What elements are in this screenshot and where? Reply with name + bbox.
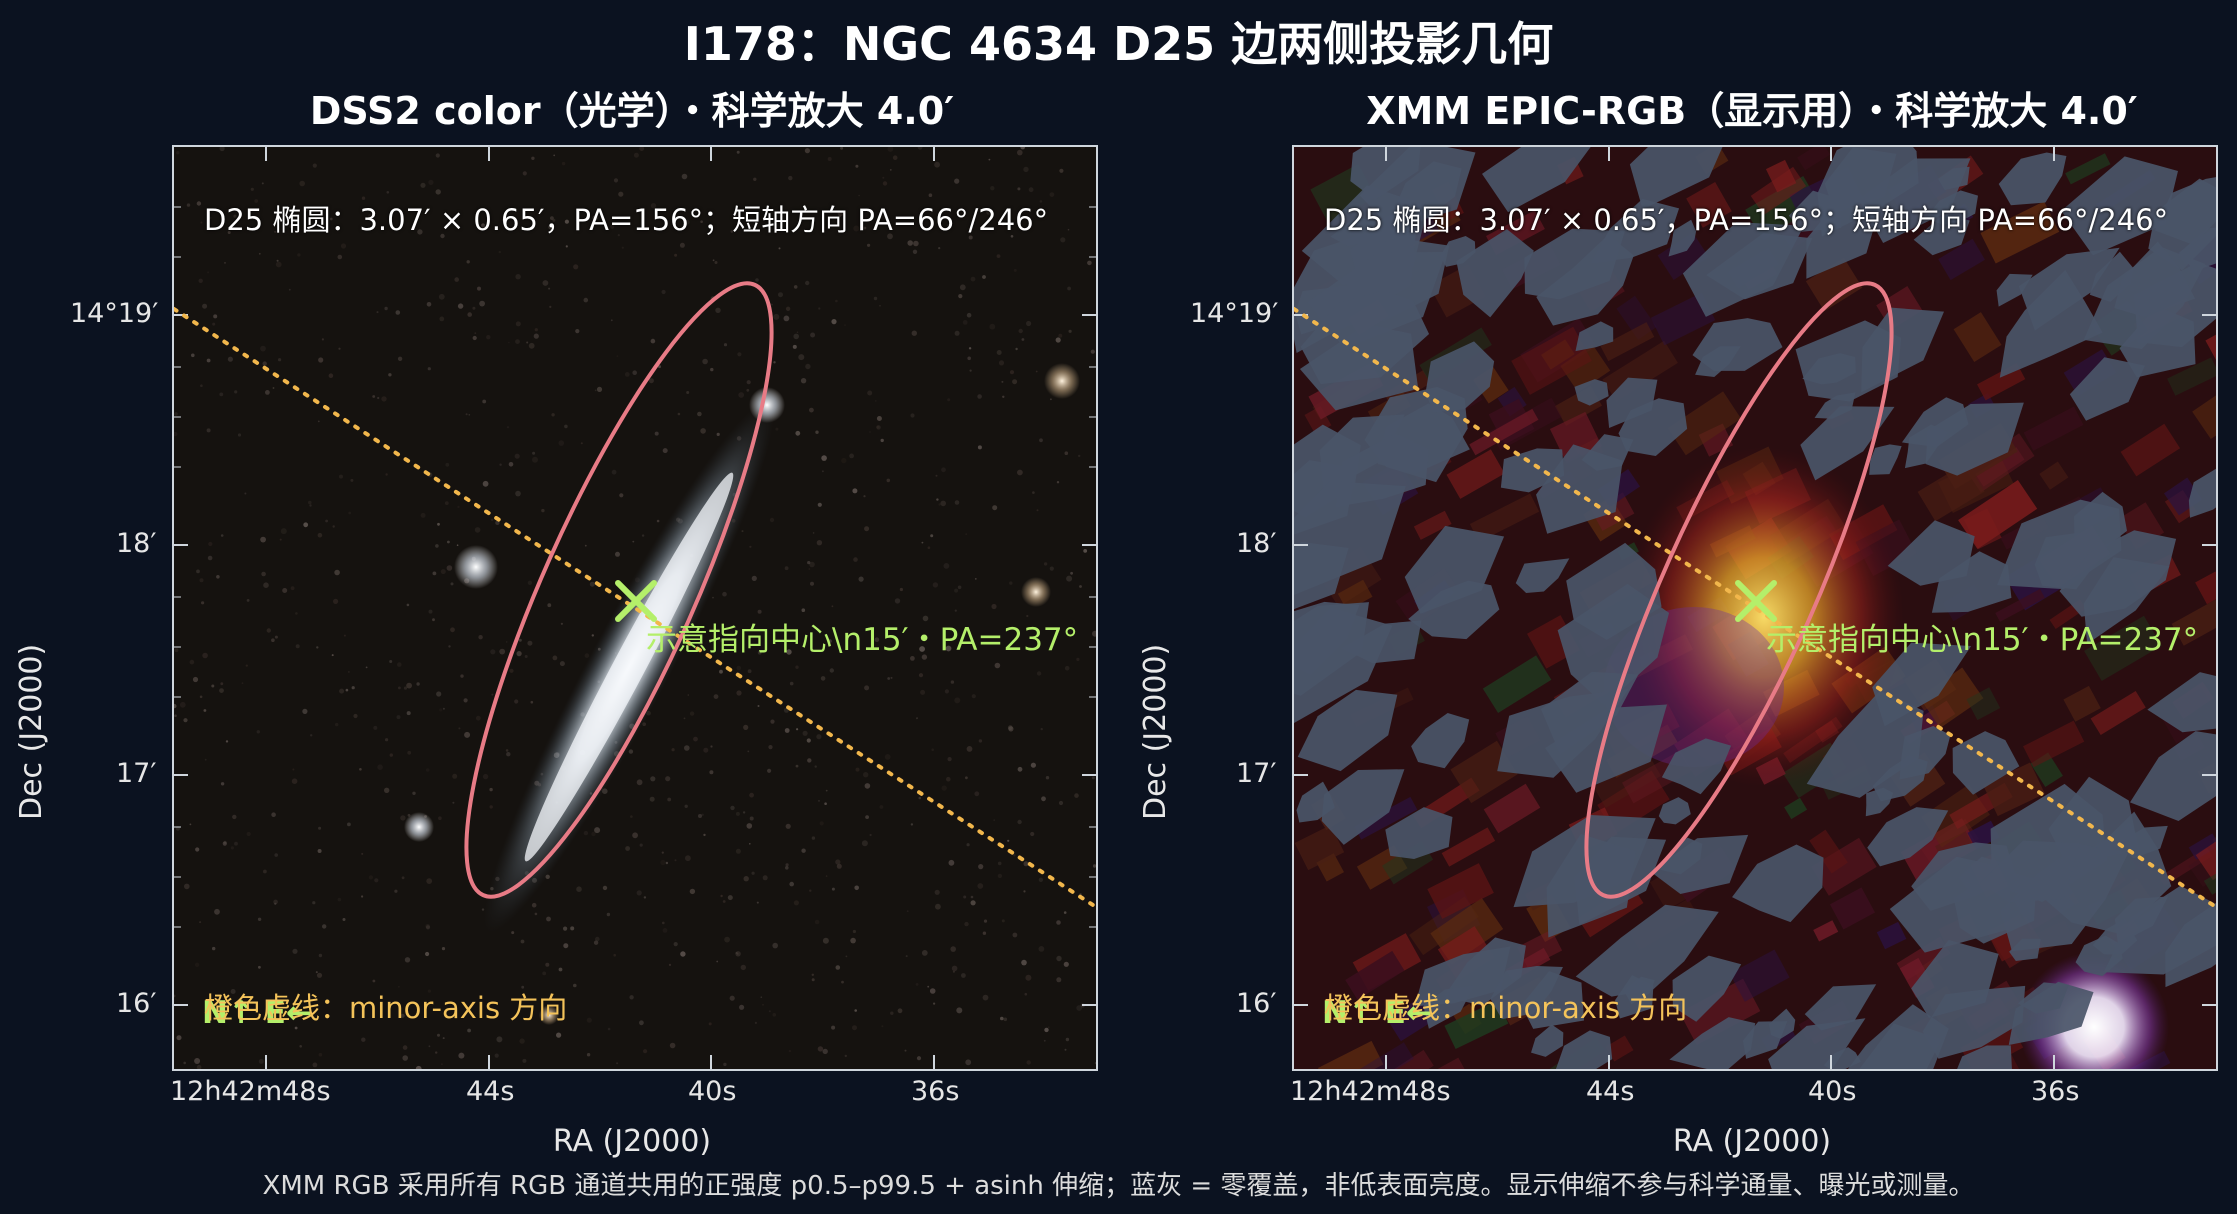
x-tick-label: 40s (1808, 1076, 1857, 1107)
x-tick-label: 44s (1586, 1076, 1635, 1107)
x-tick-label: 12h42m48s (170, 1076, 331, 1107)
xmm-rgb-image (1294, 147, 2216, 1069)
star (539, 1005, 559, 1025)
x-tick-label: 40s (688, 1076, 737, 1107)
pointing-center-marker (1735, 580, 1777, 622)
optical-image-panel: D25 椭圆：3.07′ × 0.65′，PA=156°；短轴方向 PA=66°… (172, 145, 1098, 1071)
x-tick-label: 36s (911, 1076, 960, 1107)
y-tick-label: 18′ (1236, 528, 1277, 559)
x-tick-label: 12h42m48s (1290, 1076, 1451, 1107)
axis-ticks (174, 147, 1096, 1069)
d25-ellipse (1584, 281, 1894, 899)
d25-annotation: D25 椭圆：3.07′ × 0.65′，PA=156°；短轴方向 PA=66°… (1324, 203, 2169, 237)
star (1044, 363, 1080, 399)
minor-axis-legend: 橙色虚线：minor-axis 方向 (204, 991, 568, 1025)
panel-title-optical: DSS2 color（光学）・科学放大 4.0′ (309, 89, 955, 133)
minor-axis-line (174, 307, 1096, 909)
y-axis-label: Dec (J2000) (1138, 643, 1173, 820)
pointing-center-label: 示意指向中心\n15′・PA=237° (1766, 622, 2199, 658)
y-tick-label: 16′ (1236, 988, 1277, 1019)
x-axis-label: RA (J2000) (552, 1124, 712, 1159)
x-tick-label: 36s (2031, 1076, 2080, 1107)
y-axis-label: Dec (J2000) (14, 643, 49, 820)
galaxy-ngc4634 (483, 401, 775, 933)
y-tick-label: 18′ (116, 528, 157, 559)
x-axis-label: RA (J2000) (1672, 1124, 1832, 1159)
minor-axis-line (1294, 307, 2216, 909)
axis-ticks (1294, 147, 2216, 1069)
compass-indicator: N↑ E← (202, 995, 312, 1031)
sky-noise (174, 147, 1096, 1069)
minor-axis-legend: 橙色虚线：minor-axis 方向 (1324, 991, 1688, 1025)
y-tick-label: 17′ (1236, 758, 1277, 789)
bright-xray-source (2019, 952, 2169, 1069)
pointing-center-marker (615, 580, 657, 622)
zero-coverage-regions (1294, 147, 2216, 1069)
compass-indicator: N↑ E← (1322, 995, 1432, 1031)
pointing-center-label: 示意指向中心\n15′・PA=237° (646, 622, 1079, 658)
y-tick-label: 17′ (116, 758, 157, 789)
x-tick-label: 44s (466, 1076, 515, 1107)
panel-title-xmm: XMM EPIC-RGB（显示用）・科学放大 4.0′ (1366, 89, 2138, 133)
d25-annotation: D25 椭圆：3.07′ × 0.65′，PA=156°；短轴方向 PA=66°… (204, 203, 1049, 237)
star (1021, 577, 1051, 607)
optical-image (174, 147, 1096, 1069)
y-tick-label: 14°19′ (1190, 298, 1279, 329)
star (454, 545, 498, 589)
figure-title: I178：NGC 4634 D25 边两侧投影几何 (683, 17, 1554, 71)
xray-core-emission (1624, 447, 1904, 787)
y-tick-label: 16′ (116, 988, 157, 1019)
d25-ellipse (464, 281, 774, 899)
axis-minor-ticks (174, 206, 1096, 928)
y-tick-label: 14°19′ (70, 298, 159, 329)
figure-footnote: XMM RGB 采用所有 RGB 通道共用的正强度 p0.5–p99.5 + a… (262, 1171, 1975, 1201)
star (749, 387, 785, 423)
xmm-image-panel: D25 椭圆：3.07′ × 0.65′，PA=156°；短轴方向 PA=66°… (1292, 145, 2218, 1071)
star (404, 812, 434, 842)
